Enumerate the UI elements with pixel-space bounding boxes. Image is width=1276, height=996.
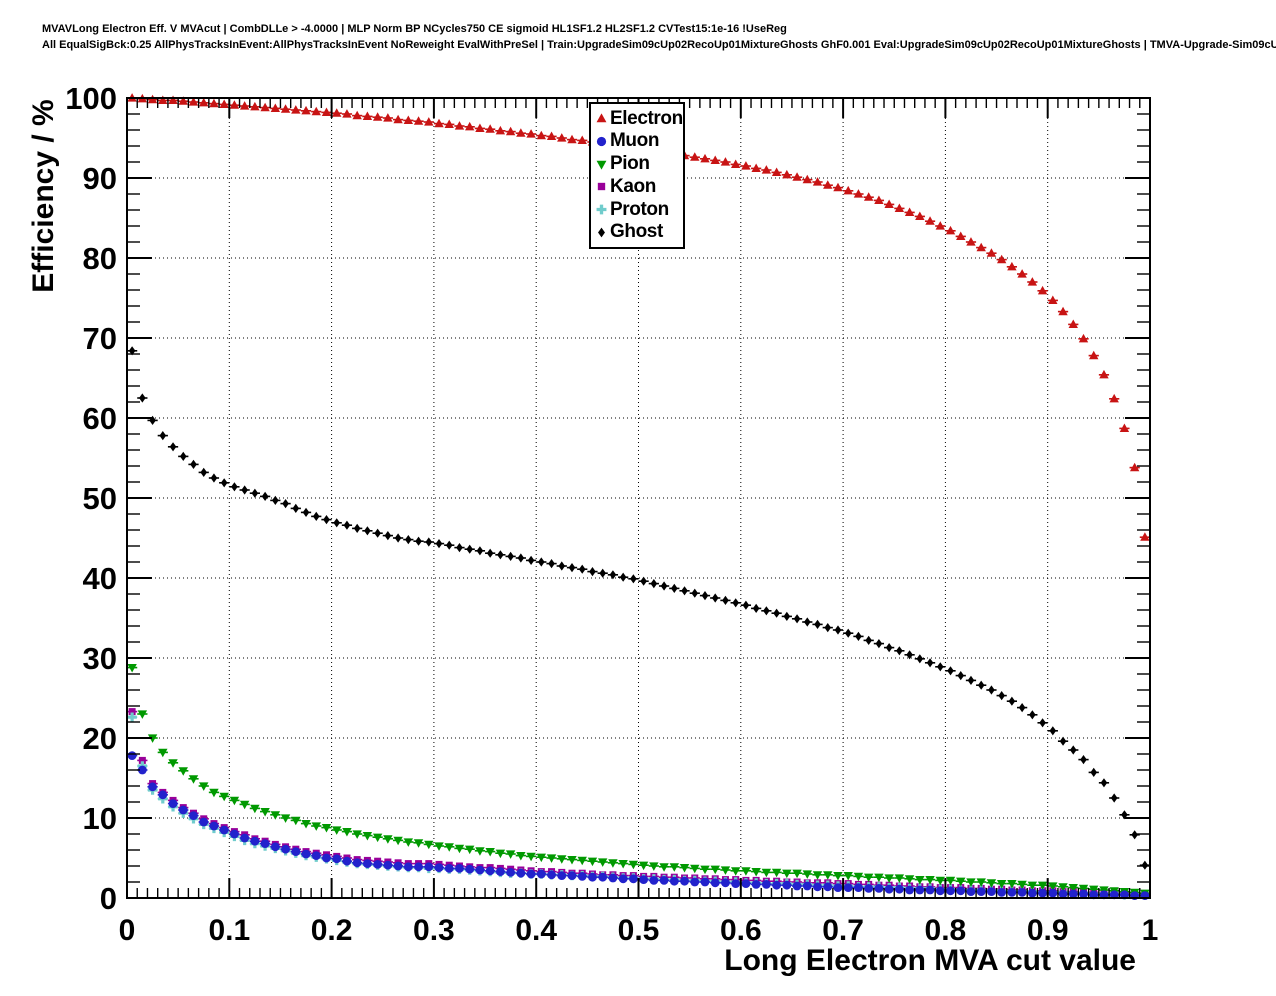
y-tick-label: 90 [83,161,117,196]
x-tick-label: 0.8 [925,914,967,947]
y-tick-label: 80 [83,241,117,276]
y-tick-label: 100 [65,81,117,116]
x-tick-label: 0.5 [618,914,660,947]
y-tick-label: 70 [83,321,117,356]
x-tick-label: 0.9 [1027,914,1069,947]
legend-entry-kaon: Kaon [594,176,682,197]
legend-label: Muon [610,130,660,152]
x-tick-label: 0.1 [208,914,250,947]
legend-label: Kaon [610,175,656,197]
y-tick-label: 0 [100,881,117,916]
x-tick-label: 0.2 [311,914,353,947]
x-tick-label: 0.6 [720,914,762,947]
legend-marker-circle-icon [596,136,607,146]
y-tick-label: 60 [83,401,117,436]
legend-marker-triangle-up-icon [596,113,607,123]
y-tick-label: 40 [83,561,117,596]
legend-entry-muon: Muon [594,130,682,152]
x-tick-label: 0 [119,914,136,947]
legend-label: Ghost [610,221,663,243]
series-muon [127,751,1150,900]
legend-entry-electron: Electron [594,107,683,129]
legend-marker-diamond-icon [598,227,605,238]
plot-header-line1: MVAVLong Electron Eff. V MVAcut | CombDL… [42,23,787,35]
legend-entry-pion: Pion [594,153,682,175]
x-tick-label: 0.7 [822,914,864,947]
legend-marker-triangle-down-icon [596,160,607,170]
x-tick-label: 0.3 [413,914,455,947]
y-tick-label: 30 [83,641,117,676]
legend-marker-square-icon [597,183,606,191]
y-tick-label: 10 [83,801,117,836]
legend-label: Electron [610,107,683,129]
legend-entry-proton: Proton [594,199,682,220]
y-tick-label: 20 [83,721,117,756]
plot-header-line2: All EqualSigBck:0.25 AllPhysTracksInEven… [42,39,1276,51]
x-axis-title: Long Electron MVA cut value [724,944,1136,977]
legend-marker-plus-icon [596,204,607,215]
legend-label: Proton [610,198,669,220]
series-ghost [127,346,1150,870]
legend-label: Pion [610,153,650,175]
legend-entry-ghost: Ghost [594,221,682,243]
series-pion [127,664,1150,899]
legend-box: Electron Muon Pion Kaon Proton Ghost [589,102,685,249]
x-tick-label: 1 [1142,914,1159,947]
x-tick-label: 0.4 [515,914,557,947]
y-tick-label: 50 [83,481,117,516]
